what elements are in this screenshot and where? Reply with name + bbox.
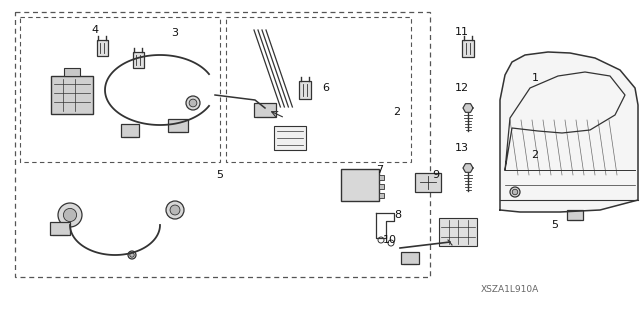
Text: 12: 12	[455, 83, 469, 93]
Bar	[226, 17, 411, 162]
Bar	[415, 173, 441, 191]
Bar	[121, 123, 139, 137]
Circle shape	[63, 208, 77, 222]
Bar	[567, 210, 583, 220]
Polygon shape	[463, 104, 473, 112]
Circle shape	[170, 205, 180, 215]
Bar	[341, 169, 379, 201]
Bar	[379, 193, 384, 198]
Text: 4: 4	[92, 25, 99, 35]
Bar	[401, 252, 419, 264]
Circle shape	[130, 253, 134, 257]
Text: 7: 7	[376, 165, 383, 175]
Bar	[51, 76, 93, 114]
Bar	[462, 40, 474, 56]
Text: 2: 2	[531, 150, 539, 160]
Circle shape	[378, 237, 384, 243]
Bar	[132, 52, 143, 68]
Text: 2: 2	[394, 107, 401, 117]
Bar	[379, 175, 384, 180]
Circle shape	[189, 99, 197, 107]
Circle shape	[510, 187, 520, 197]
Bar	[299, 81, 311, 99]
Text: 11: 11	[455, 27, 469, 37]
Circle shape	[186, 96, 200, 110]
Bar	[50, 221, 70, 234]
Text: 1: 1	[531, 73, 538, 83]
Polygon shape	[500, 52, 638, 212]
Polygon shape	[463, 164, 473, 172]
Text: 8: 8	[394, 210, 401, 220]
Bar	[64, 68, 80, 76]
Circle shape	[512, 189, 518, 195]
Bar	[20, 17, 220, 162]
Text: 6: 6	[323, 83, 330, 93]
Circle shape	[128, 251, 136, 259]
Bar	[439, 218, 477, 246]
Text: 5: 5	[216, 170, 223, 180]
Text: 10: 10	[383, 235, 397, 245]
Text: 9: 9	[433, 170, 440, 180]
Bar	[97, 40, 108, 56]
Text: 3: 3	[172, 28, 179, 38]
Text: 5: 5	[552, 220, 559, 230]
Bar	[254, 103, 276, 117]
Circle shape	[166, 201, 184, 219]
Circle shape	[58, 203, 82, 227]
Bar	[379, 184, 384, 189]
Text: XSZA1L910A: XSZA1L910A	[481, 286, 539, 294]
Bar	[168, 118, 188, 131]
Circle shape	[388, 240, 394, 246]
Text: 13: 13	[455, 143, 469, 153]
Bar	[274, 126, 306, 150]
Bar	[15, 12, 430, 277]
